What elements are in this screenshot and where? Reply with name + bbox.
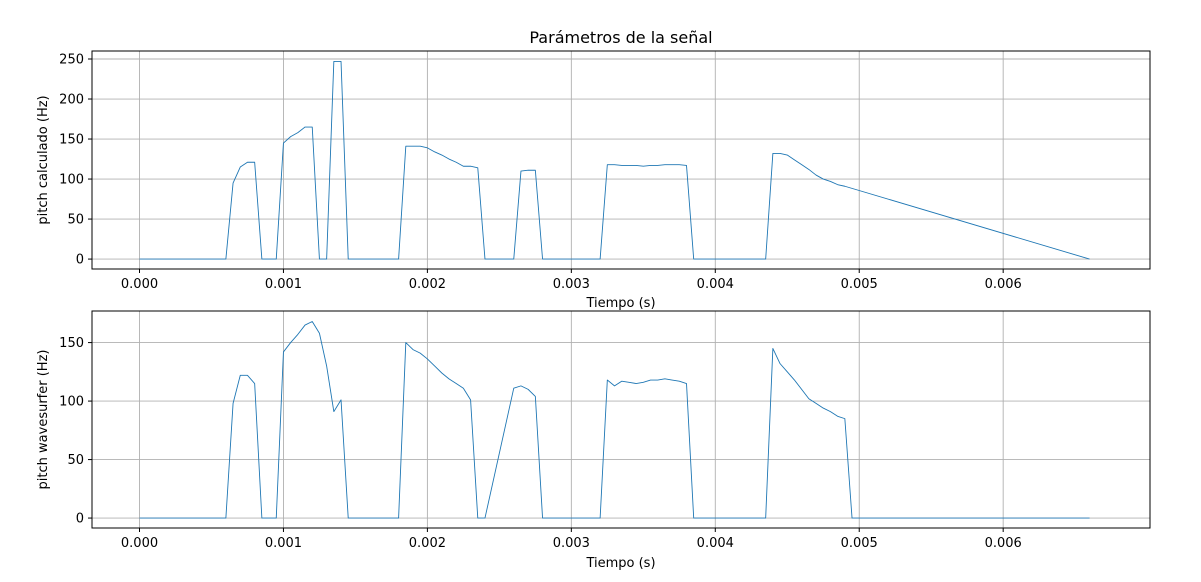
x-tick-label: 0.001: [265, 536, 302, 551]
series-line: [139, 60, 1090, 260]
x-tick-label: 0.003: [553, 277, 590, 292]
y-axis-title: pitch wavesurfer (Hz): [36, 350, 51, 490]
y-tick-label: 150: [59, 336, 84, 351]
y-tick-label: 150: [59, 133, 84, 148]
y-tick-label: 50: [67, 213, 84, 228]
x-tick-label: 0.005: [841, 536, 878, 551]
x-tick-label: 0.006: [985, 536, 1022, 551]
y-tick-label: 100: [59, 173, 84, 188]
x-tick-label: 0.000: [121, 536, 158, 551]
x-tick-label: 0.005: [841, 277, 878, 292]
axes-frame: [91, 310, 1151, 529]
x-tick-label: 0.004: [697, 536, 734, 551]
panel-pitch-wavesurfer: 0.000 0.001 0.002 0.003 0.004 0.005 0.006 0 50 10…: [36, 310, 1151, 571]
axes-frame: [91, 50, 1151, 270]
panel-pitch-calculado: 0.000 0.001 0.002 0.003 0.004 0.005 0.006 0 50 10…: [36, 28, 1151, 311]
y-tick-label: 0: [76, 253, 84, 268]
y-tick-label: 0: [76, 512, 84, 527]
x-tick-label: 0.002: [409, 277, 446, 292]
y-tick-label: 100: [59, 395, 84, 410]
x-tick-label: 0.002: [409, 536, 446, 551]
x-tick-label: 0.003: [553, 536, 590, 551]
series-line: [139, 321, 1090, 519]
x-tick-label: 0.006: [985, 277, 1022, 292]
x-tick-label: 0.004: [697, 277, 734, 292]
y-tick-label: 200: [59, 93, 84, 108]
chart-title: Parámetros de la señal: [529, 28, 712, 47]
x-tick-label: 0.000: [121, 277, 158, 292]
x-tick-label: 0.001: [265, 277, 302, 292]
x-axis-title: Tiempo (s): [585, 556, 655, 571]
y-axis-title: pitch calculado (Hz): [36, 95, 51, 224]
y-tick-label: 50: [67, 453, 84, 468]
x-axis-title: Tiempo (s): [585, 296, 655, 311]
y-tick-label: 250: [59, 53, 84, 68]
